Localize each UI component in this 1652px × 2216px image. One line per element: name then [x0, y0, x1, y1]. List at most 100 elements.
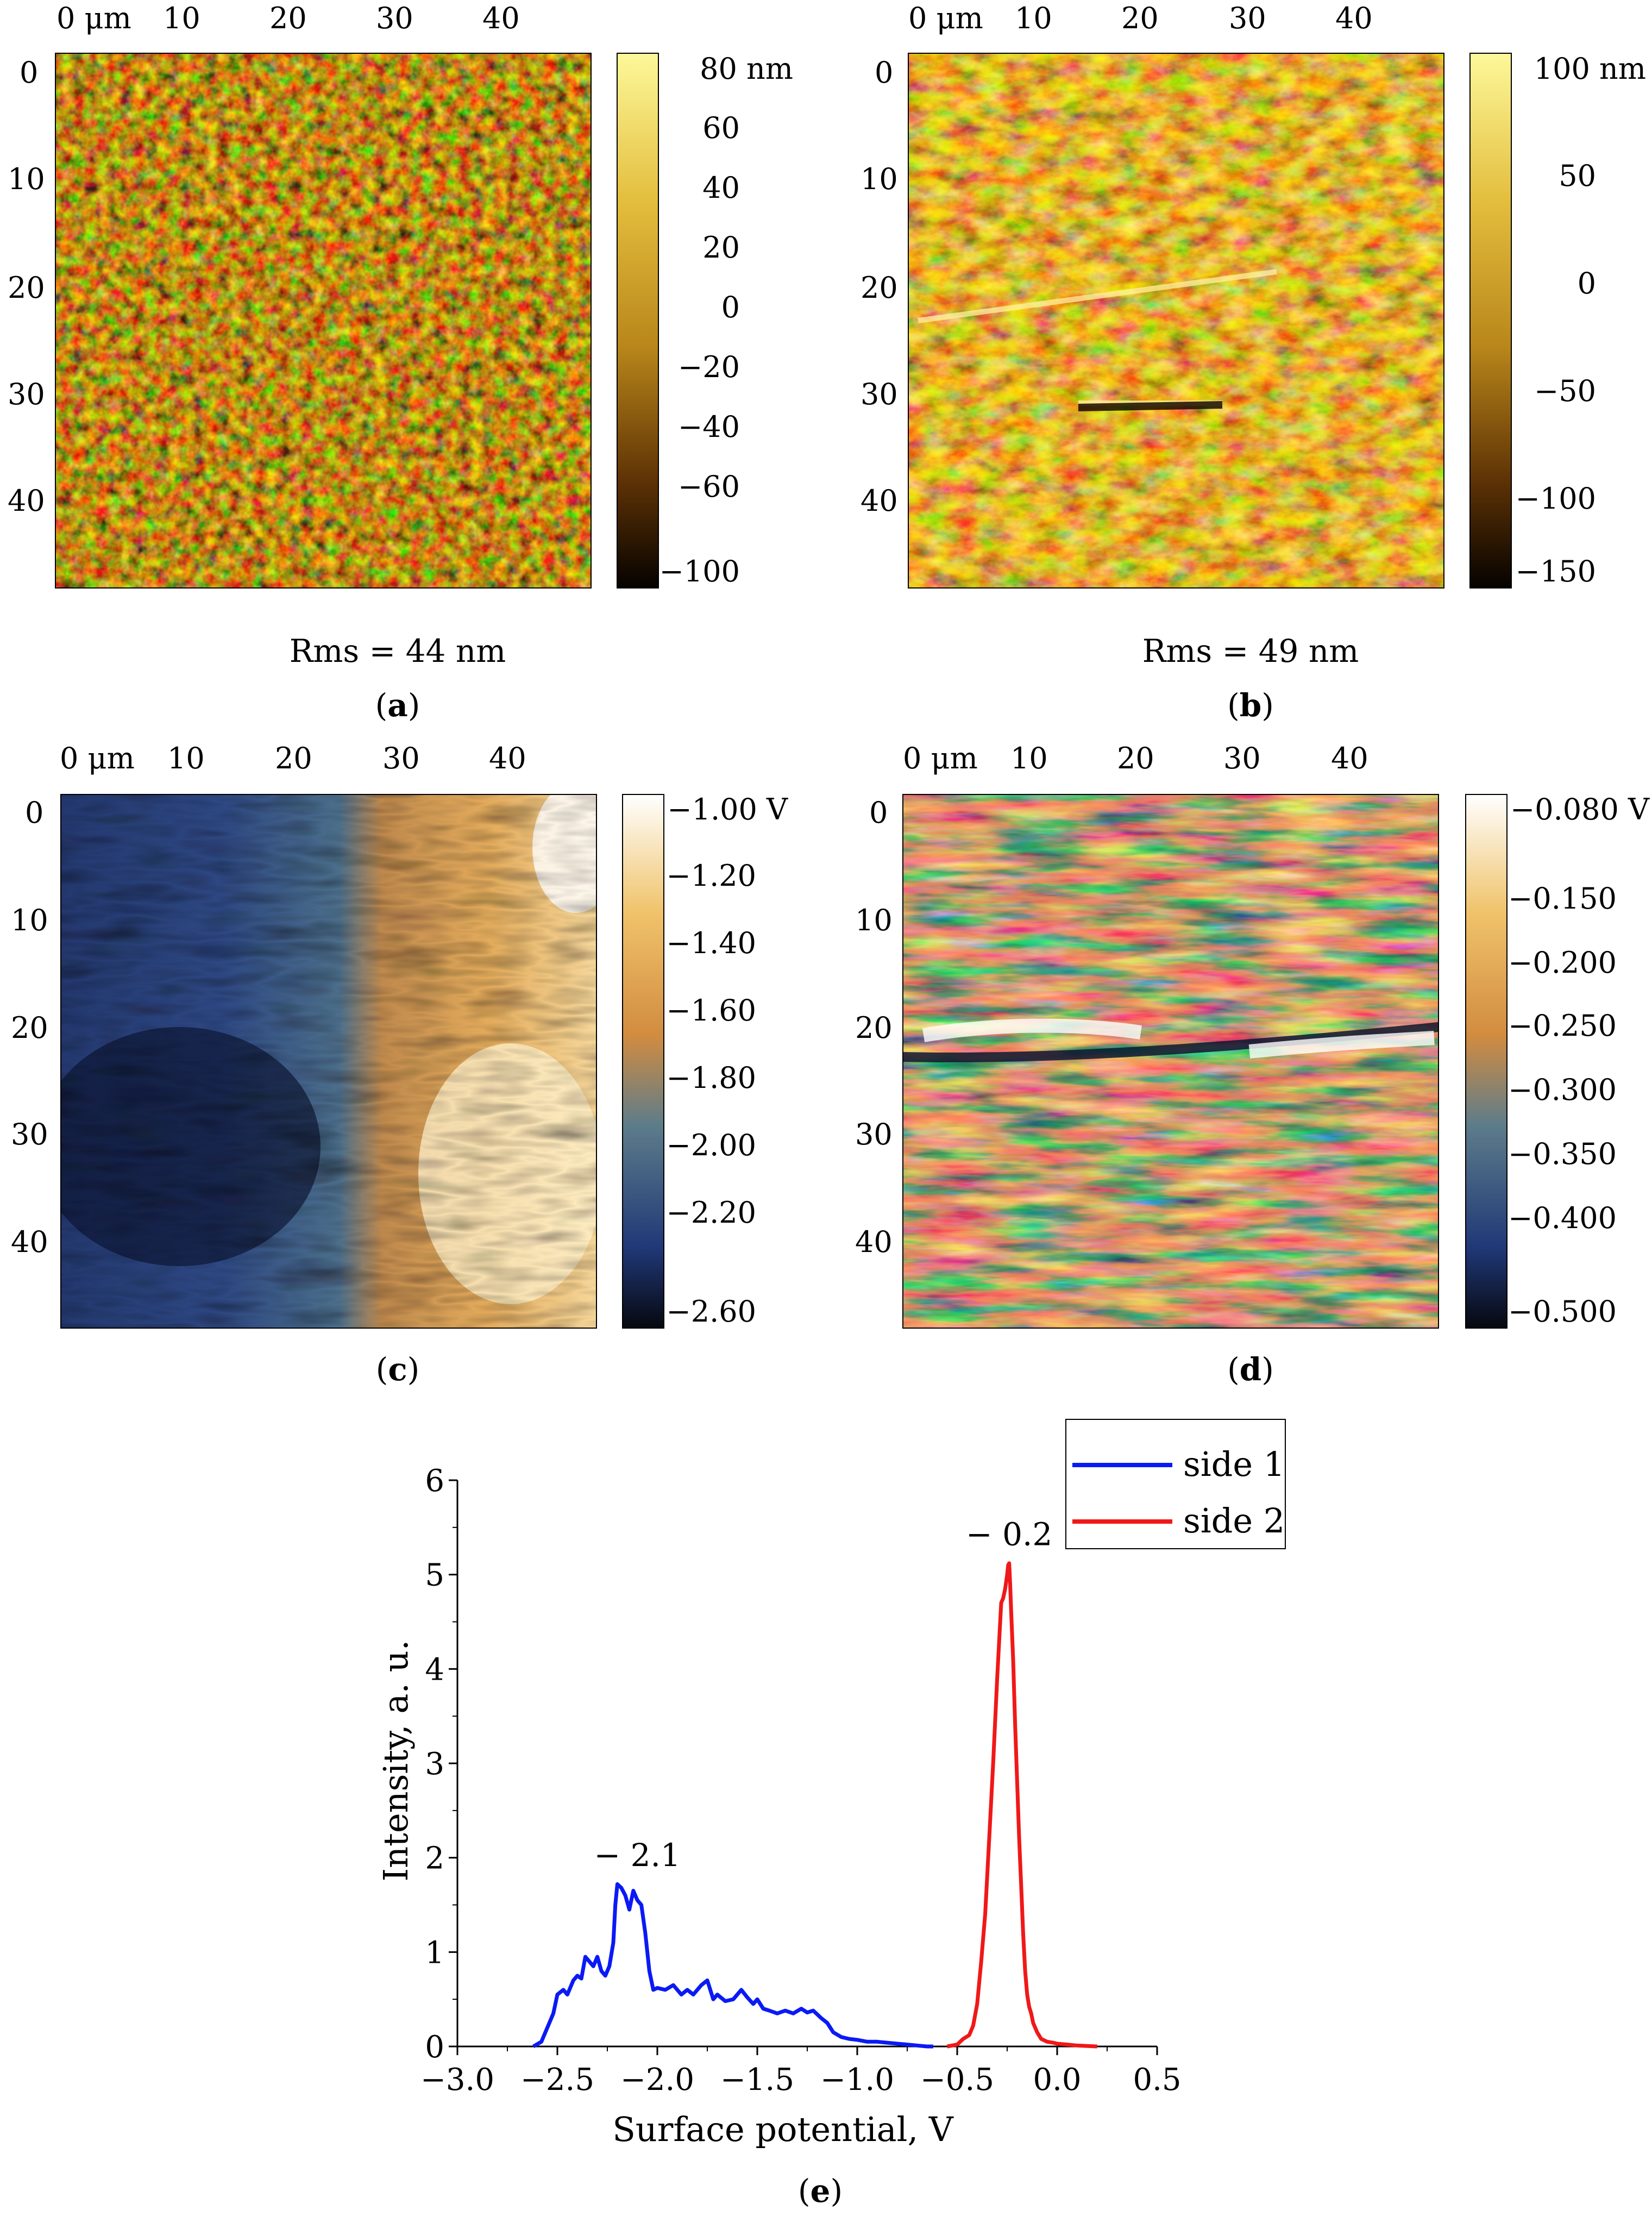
panel-b: 0 μm 10 20 30 40 0 10 20 30 40 100 nm 50…: [860, 1, 1646, 724]
colorbar-tick-label: 100 nm: [1534, 52, 1646, 86]
colorbar-tick-label: −0.300: [1508, 1073, 1617, 1107]
panel-b-caption: Rms = 49 nm: [1142, 633, 1359, 669]
series-line-side-2: [946, 1561, 1097, 2049]
x-tick-label: 0 μm: [60, 741, 135, 775]
panel-d-x-ticks: 0 μm 10 20 30 40: [903, 741, 1368, 775]
x-tick-label: 20: [1121, 1, 1159, 35]
panel-b-frame: [908, 53, 1444, 589]
panel-b-map: [908, 53, 1444, 588]
panel-d-dark-streak: [902, 1022, 1439, 1062]
colorbar-tick-label: −0.200: [1508, 946, 1617, 980]
colorbar-tick-label: −0.150: [1508, 881, 1617, 916]
colorbar-tick-label: 40: [702, 171, 740, 205]
colorbar-tick-label: −1.60: [667, 993, 756, 1028]
panel-a-frame: [55, 53, 592, 589]
colorbar-tick-label: −2.20: [667, 1195, 756, 1230]
colorbar-tick-label: 0: [1578, 266, 1596, 301]
peak-annotation: − 2.1: [594, 1837, 681, 1874]
legend-label-side-1: side 1: [1183, 1444, 1285, 1484]
y-tick-label: 0: [25, 796, 43, 830]
series-line-side-1: [532, 1882, 933, 2049]
panel-d-bright-streak: [922, 1018, 1435, 1059]
panel-b-label: (b): [1227, 687, 1274, 724]
colorbar-tick-label: −2.00: [667, 1128, 756, 1162]
x-tick-label: 10: [1010, 741, 1048, 775]
colorbar-tick-label: 50: [1559, 159, 1596, 193]
colorbar-tick-label: −60: [678, 470, 740, 504]
y-tick-label: 30: [855, 1117, 893, 1151]
y-tick-label: 4: [425, 1652, 444, 1687]
x-tick-label: 0.0: [1033, 2062, 1081, 2098]
x-tick-label: 10: [1015, 1, 1052, 35]
x-tick-label: −3.0: [420, 2062, 494, 2098]
panel-a-colorbar: [617, 53, 659, 589]
panel-b-colorbar-ticks: 100 nm 50 0 −50 −100 −150: [1516, 52, 1646, 589]
y-tick-label: 30: [8, 377, 45, 411]
colorbar-tick-label: −2.60: [667, 1294, 756, 1329]
x-tick-label: 30: [1229, 1, 1266, 35]
panel-a: 0 μm 10 20 30 40 0 10 20 30 40 80 nm 60 …: [8, 1, 793, 724]
colorbar-tick-label: −100: [659, 554, 740, 589]
x-tick-label: 40: [1331, 741, 1368, 775]
peak-annotation: − 0.2: [966, 1516, 1052, 1553]
y-tick-label: 30: [11, 1117, 48, 1151]
colorbar-tick-label: −1.40: [667, 926, 756, 960]
x-tick-label: −2.0: [620, 2062, 694, 2098]
x-tick-label: 20: [1117, 741, 1154, 775]
y-axis-ticks: 0 1 2 3 4 5 6: [425, 1463, 457, 2065]
x-tick-label: 40: [489, 741, 526, 775]
colorbar-tick-label: −40: [678, 410, 740, 444]
panel-b-scratch-dark: [1078, 401, 1223, 411]
panel-c-map: [61, 794, 596, 1328]
colorbar-tick-label: −50: [1534, 374, 1596, 408]
panel-a-label: (a): [375, 687, 420, 724]
panel-a-y-ticks: 0 10 20 30 40: [8, 55, 45, 518]
chart-axes: [456, 1480, 1157, 2048]
x-tick-label: −1.5: [720, 2062, 794, 2098]
x-tick-label: 0 μm: [908, 1, 983, 35]
chart-series: [532, 1561, 1097, 2049]
legend-box: [1065, 1419, 1286, 1549]
panel-b-colorbar: [1469, 53, 1512, 589]
x-axis-ticks: −3.0 −2.5 −2.0 −1.5 −1.0 −0.5 0.0 0.5: [420, 2046, 1182, 2098]
y-tick-label: 10: [855, 903, 893, 937]
x-tick-label: −2.5: [520, 2062, 594, 2098]
panel-e-chart: −3.0 −2.5 −2.0 −1.5 −1.0 −0.5 0.0 0.5 0 1 2 3 4 5 6 −…: [376, 1419, 1286, 2209]
colorbar-tick-label: −1.00 V: [667, 792, 788, 827]
x-tick-label: 0 μm: [56, 1, 131, 35]
colorbar-tick-label: −0.500: [1508, 1294, 1617, 1329]
colorbar-tick-label: −1.20: [667, 859, 756, 893]
colorbar-tick-label: −100: [1516, 481, 1596, 516]
colorbar-tick-label: 80 nm: [700, 52, 793, 86]
panel-d-frame: [902, 794, 1439, 1329]
y-tick-label: 5: [425, 1558, 444, 1593]
colorbar-tick-label: −150: [1516, 554, 1596, 589]
y-tick-label: 0: [869, 796, 888, 830]
panel-d-y-ticks: 0 10 20 30 40: [855, 796, 893, 1259]
y-tick-label: 40: [855, 1225, 893, 1259]
panel-a-caption: Rms = 44 nm: [290, 633, 506, 669]
colorbar-tick-label: −0.400: [1508, 1201, 1617, 1235]
panel-a-colorbar-ticks: 80 nm 60 40 20 0 −20 −40 −60 −100: [659, 52, 793, 589]
x-tick-label: 40: [1335, 1, 1373, 35]
panel-c-colorbar-ticks: −1.00 V −1.20 −1.40 −1.60 −1.80 −2.00 −2…: [667, 792, 788, 1329]
y-tick-label: 2: [425, 1841, 444, 1876]
y-tick-label: 40: [11, 1225, 48, 1259]
y-tick-label: 20: [855, 1011, 893, 1045]
panel-c-y-ticks: 0 10 20 30 40: [11, 796, 48, 1259]
panel-c-colorbar: [622, 794, 664, 1329]
chart-annotations: − 2.1 − 0.2: [594, 1516, 1053, 1874]
y-tick-label: 0: [20, 55, 38, 90]
colorbar-tick-label: 0: [721, 290, 740, 324]
panel-a-x-ticks: 0 μm 10 20 30 40: [56, 1, 520, 35]
x-tick-label: 20: [269, 1, 307, 35]
x-tick-label: 20: [275, 741, 312, 775]
panel-c-x-ticks: 0 μm 10 20 30 40: [60, 741, 526, 775]
y-axis-label: Intensity, a. u.: [376, 1640, 416, 1882]
x-tick-label: 0.5: [1133, 2062, 1181, 2098]
x-tick-label: 10: [167, 741, 205, 775]
y-tick-label: 20: [8, 271, 45, 305]
chart-legend: side 1 side 2: [1065, 1419, 1286, 1549]
y-tick-label: 10: [860, 162, 898, 196]
panel-b-x-ticks: 0 μm 10 20 30 40: [908, 1, 1373, 35]
